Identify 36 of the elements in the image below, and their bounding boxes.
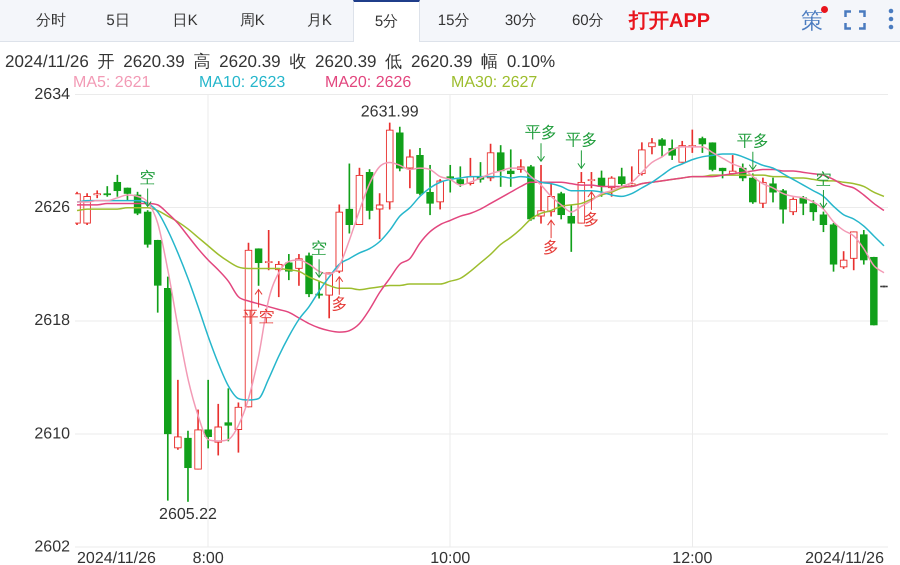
x-tick-label: 12:00 (672, 550, 712, 565)
text: MA20: 2626 (325, 74, 412, 92)
text: 打开APP (629, 9, 710, 33)
text: MA30: 2627 (451, 74, 538, 92)
x-tick-label: 2024/11/26 (805, 550, 884, 565)
annotation: 多 (583, 210, 600, 228)
y-tick-label: 2610 (34, 425, 70, 442)
text: 5日 (105, 11, 131, 31)
annotation: 多 (543, 238, 560, 257)
text: 月K (306, 11, 333, 31)
y-tick-label: 2618 (34, 312, 70, 330)
text: MA5: 2621 (73, 74, 152, 92)
text: 15分 (436, 11, 470, 31)
x-tick-label: 10:00 (430, 550, 470, 565)
annotation: 平多 (736, 132, 769, 150)
annotation: 多 (331, 295, 348, 314)
y-tick-label: 2634 (34, 86, 70, 104)
x-tick-label: 8:00 (192, 550, 224, 565)
text: 周K (238, 11, 266, 31)
text: 5分 (353, 0, 420, 42)
chart-subtitle: 2024/11/26 开 2620.39 高 2620.39 收 2620.39 低 2620.39 幅 0.10% (5, 52, 556, 72)
text: 60分 (570, 11, 605, 31)
text: 30分 (504, 11, 538, 31)
annotation: 平多 (525, 124, 558, 142)
annotation: 平多 (565, 130, 598, 149)
text: 分时 (35, 11, 67, 31)
y-tick-label: 2602 (34, 538, 70, 556)
annotation: 空 (311, 240, 328, 258)
annotation: 空 (140, 168, 156, 187)
text: 策 (801, 8, 823, 34)
x-tick-label: 2024/11/26 (77, 550, 156, 565)
annotation: 2631.99 (360, 103, 419, 120)
text: 日K (172, 11, 199, 31)
y-tick-label: 2626 (34, 199, 70, 216)
text: MA10: 2623 (199, 74, 286, 92)
annotation: 2605.22 (159, 506, 217, 523)
